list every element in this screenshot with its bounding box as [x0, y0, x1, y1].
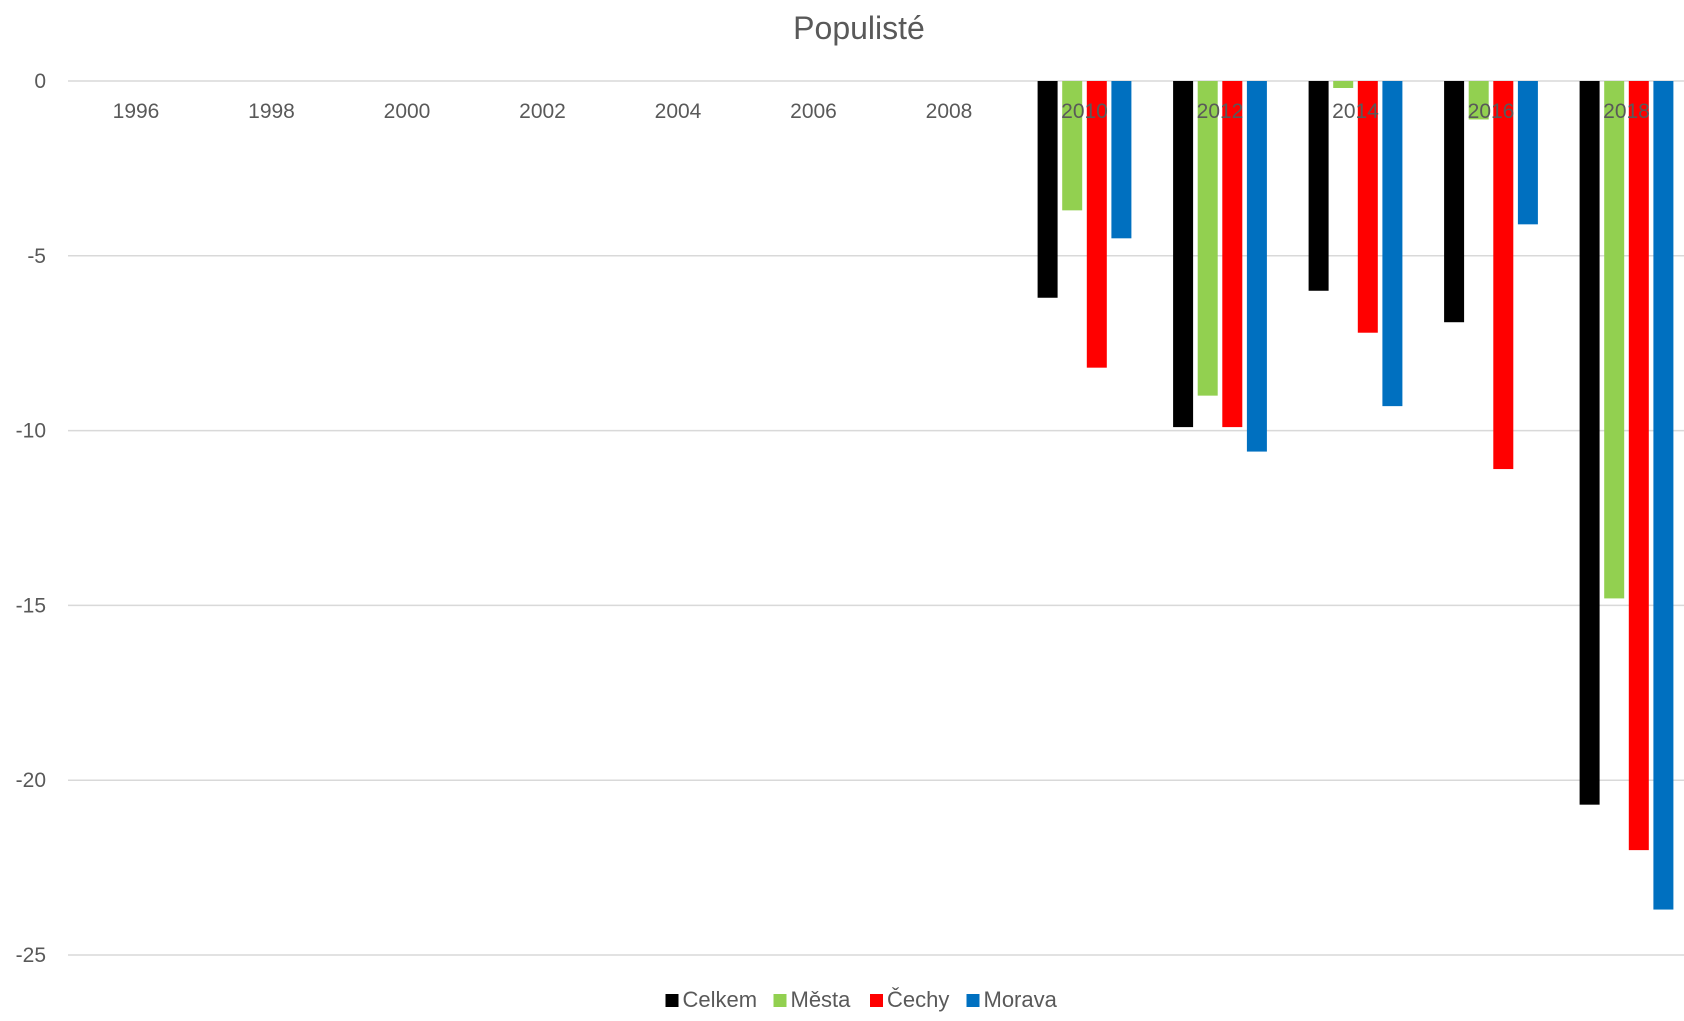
y-tick-label: 0	[34, 70, 46, 93]
y-tick-label: -10	[16, 420, 46, 443]
legend-label: Morava	[984, 987, 1058, 1012]
chart-title: Populisté	[793, 10, 925, 46]
legend-label: Města	[791, 987, 852, 1012]
legend-label: Celkem	[683, 987, 758, 1012]
bar-celkem-2016	[1444, 81, 1465, 323]
x-tick-label: 2012	[1197, 100, 1244, 123]
bar-čechy-2018	[1628, 81, 1649, 851]
legend-label: Čechy	[887, 987, 949, 1012]
x-tick-label: 1996	[113, 100, 160, 123]
legend-item-čechy: Čechy	[870, 987, 949, 1012]
gridlines	[68, 80, 1684, 956]
legend-item-morava: Morava	[966, 987, 1058, 1012]
bar-města-2016	[1468, 81, 1489, 120]
x-tick-label: 2018	[1603, 100, 1650, 123]
x-tick-label: 2004	[655, 100, 702, 123]
x-tick-label: 2000	[384, 100, 431, 123]
x-tick-label: 2002	[519, 100, 566, 123]
bar-čechy-2012	[1222, 81, 1243, 428]
bar-čechy-2016	[1493, 81, 1514, 470]
bar-morava-2014	[1382, 81, 1403, 407]
bar-celkem-2012	[1173, 81, 1194, 428]
bar-morava-2016	[1517, 81, 1538, 225]
legend-item-celkem: Celkem	[665, 987, 758, 1012]
legend-swatch	[870, 994, 883, 1007]
bar-čechy-2014	[1357, 81, 1378, 333]
bar-morava-2018	[1653, 81, 1674, 910]
y-tick-label: -5	[27, 245, 46, 268]
y-tick-label: -20	[16, 769, 46, 792]
bar-morava-2010	[1111, 81, 1132, 239]
x-tick-label: 2016	[1468, 100, 1515, 123]
bar-morava-2012	[1246, 81, 1267, 452]
x-axis-tick-labels: 1996 1998 2000 2002 2004 2006 2008 2010 2012 2014…	[113, 100, 1650, 123]
bar-celkem-2018	[1579, 81, 1600, 805]
y-tick-label: -25	[16, 944, 46, 967]
bar-města-2014	[1333, 81, 1354, 88]
x-tick-label: 2010	[1061, 100, 1108, 123]
bar-města-2010	[1062, 81, 1083, 211]
x-tick-label: 2008	[926, 100, 973, 123]
bars	[1037, 81, 1674, 910]
legend: Celkem Města Čechy Morava	[665, 987, 1058, 1012]
bar-města-2018	[1604, 81, 1625, 599]
x-tick-label: 1998	[248, 100, 295, 123]
bar-celkem-2014	[1308, 81, 1329, 291]
legend-swatch	[773, 994, 787, 1007]
legend-item-města: Města	[773, 987, 852, 1012]
y-axis-tick-labels: 0 -5 -10 -15 -20 -25	[16, 70, 46, 967]
bar-celkem-2010	[1037, 81, 1058, 298]
x-tick-label: 2014	[1332, 100, 1379, 123]
bar-čechy-2010	[1086, 81, 1107, 368]
x-tick-label: 2006	[790, 100, 837, 123]
y-tick-label: -15	[16, 594, 46, 617]
bar-města-2012	[1197, 81, 1218, 396]
legend-swatch	[665, 994, 679, 1007]
legend-swatch	[966, 994, 980, 1007]
